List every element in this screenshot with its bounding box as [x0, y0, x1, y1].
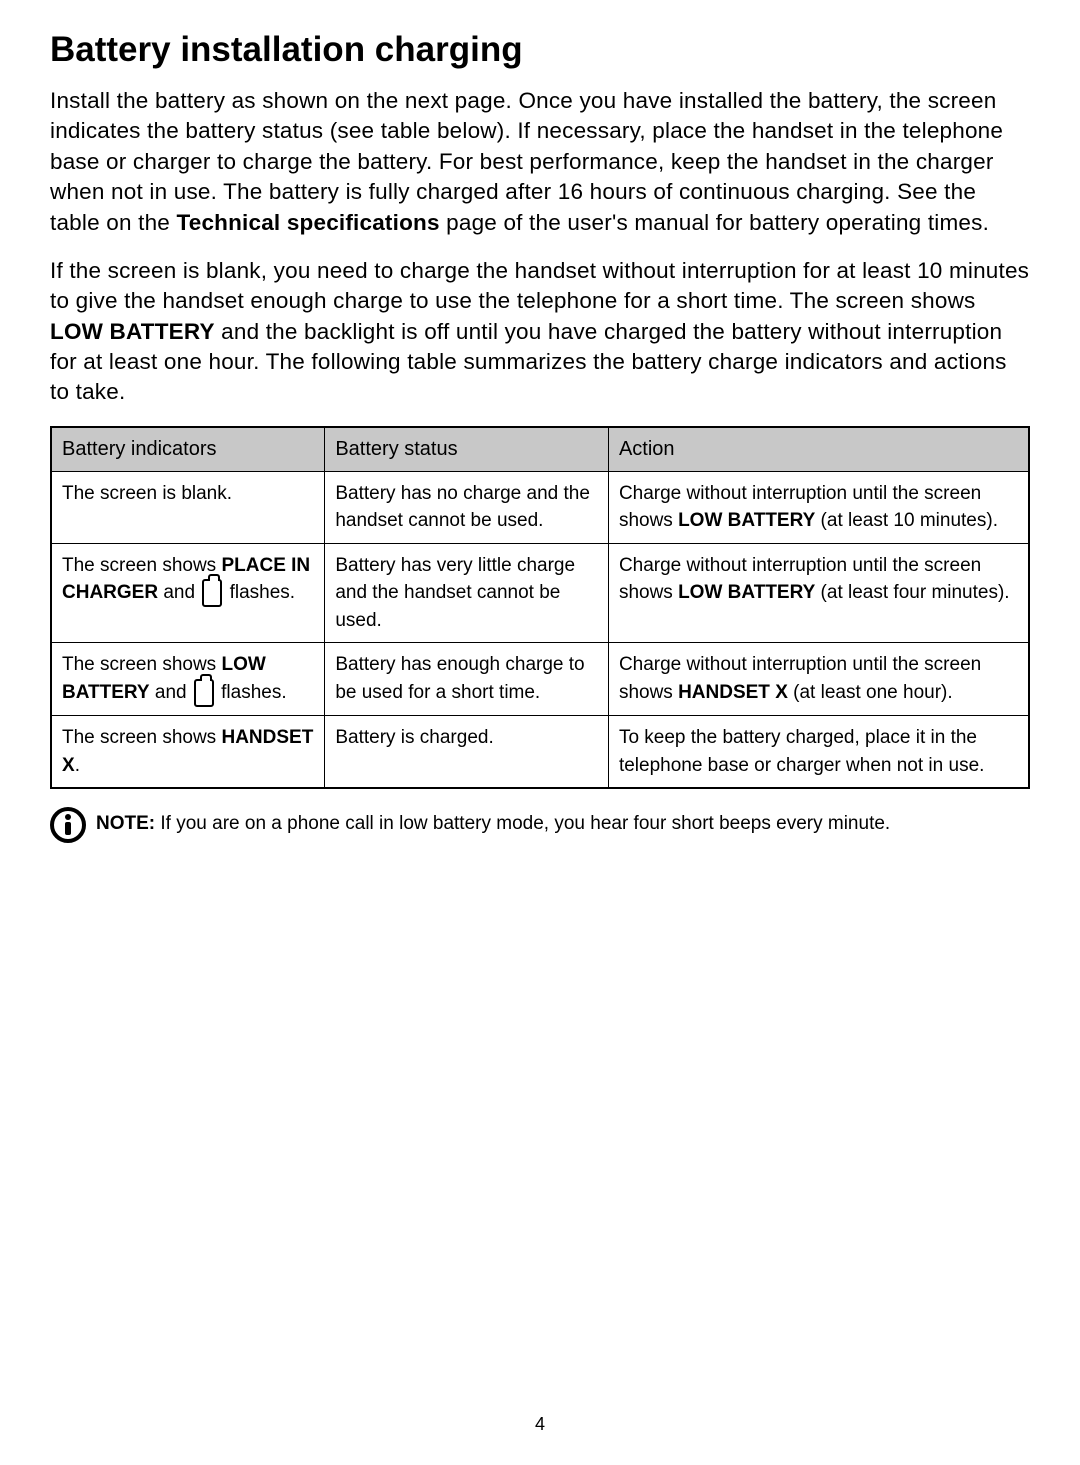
table-header-status: Battery status	[325, 427, 609, 472]
indicator-text-2: and	[150, 682, 192, 703]
action-cell: Charge without interruption until the sc…	[608, 643, 1029, 716]
note-text: NOTE: If you are on a phone call in low …	[96, 811, 890, 838]
table-header-indicators: Battery indicators	[51, 427, 325, 472]
note-block: NOTE: If you are on a phone call in low …	[50, 811, 1030, 843]
table-row: The screen shows LOW BATTERY and flashes…	[51, 643, 1029, 716]
indicator-cell: The screen shows HANDSET X.	[51, 716, 325, 789]
battery-icon	[194, 679, 214, 707]
note-body: If you are on a phone call in low batter…	[155, 813, 890, 834]
indicator-text-2: .	[75, 755, 80, 776]
status-cell: Battery has very little charge and the h…	[325, 543, 609, 643]
indicator-text: The screen shows	[62, 727, 221, 748]
action-bold: LOW BATTERY	[678, 582, 815, 603]
note-label: NOTE:	[96, 813, 155, 834]
table-row: The screen is blank. Battery has no char…	[51, 471, 1029, 543]
page-number: 4	[0, 1414, 1080, 1435]
action-bold: LOW BATTERY	[678, 510, 815, 531]
page-title: Battery installation charging	[50, 30, 1030, 70]
indicator-text: The screen shows	[62, 654, 221, 675]
indicator-cell: The screen shows LOW BATTERY and flashes…	[51, 643, 325, 716]
action-cell: Charge without interruption until the sc…	[608, 471, 1029, 543]
para2-text: If the screen is blank, you need to char…	[50, 258, 1029, 313]
indicator-cell: The screen shows PLACE IN CHARGER and fl…	[51, 543, 325, 643]
action-text-2: (at least 10 minutes).	[815, 510, 998, 531]
low-battery-label: LOW BATTERY	[50, 319, 215, 344]
action-text-2: (at least one hour).	[788, 682, 953, 703]
indicator-cell: The screen is blank.	[51, 471, 325, 543]
indicator-text: The screen shows	[62, 555, 221, 576]
table-header-action: Action	[608, 427, 1029, 472]
info-icon	[50, 807, 86, 843]
tech-spec-ref: Technical specifications	[176, 210, 439, 235]
battery-indicators-table: Battery indicators Battery status Action…	[50, 426, 1030, 789]
action-bold: HANDSET X	[678, 682, 788, 703]
action-text-2: (at least four minutes).	[815, 582, 1009, 603]
indicator-text-2: and	[158, 582, 200, 603]
action-cell: Charge without interruption until the sc…	[608, 543, 1029, 643]
indicator-text-3: flashes.	[224, 582, 295, 603]
status-cell: Battery is charged.	[325, 716, 609, 789]
intro-paragraph-1: Install the battery as shown on the next…	[50, 86, 1030, 238]
status-cell: Battery has no charge and the handset ca…	[325, 471, 609, 543]
action-cell: To keep the battery charged, place it in…	[608, 716, 1029, 789]
table-row: The screen shows HANDSET X. Battery is c…	[51, 716, 1029, 789]
intro-paragraph-2: If the screen is blank, you need to char…	[50, 256, 1030, 408]
para1-text-2: page of the user's manual for battery op…	[440, 210, 989, 235]
status-cell: Battery has enough charge to be used for…	[325, 643, 609, 716]
battery-icon	[202, 579, 222, 607]
table-row: The screen shows PLACE IN CHARGER and fl…	[51, 543, 1029, 643]
indicator-text-3: flashes.	[216, 682, 287, 703]
